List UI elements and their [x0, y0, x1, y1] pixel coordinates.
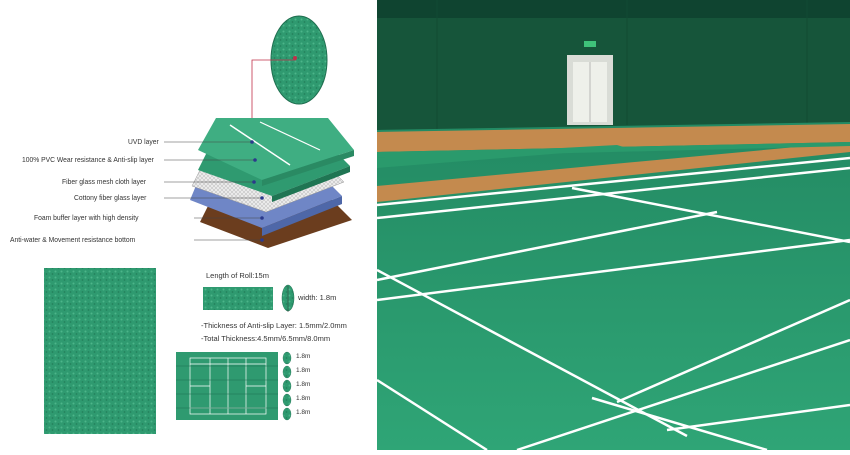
product-spec-panel: UVD layer 100% PVC Wear resistance & Ant… — [0, 0, 377, 450]
wood-border — [377, 124, 850, 152]
door — [567, 41, 613, 125]
layer-label-bottom: Anti-water & Movement resistance bottom — [10, 235, 136, 244]
roll-width-label: width: 1.8m — [298, 293, 337, 302]
strip-width-label: 1.8m — [296, 409, 311, 416]
roll-length-label: Length of Roll:15m — [206, 271, 269, 280]
uvd-layer-shape — [198, 118, 354, 180]
court-photo — [376, 0, 850, 452]
layer-diagram — [44, 15, 354, 434]
strip-width-label: 1.8m — [296, 395, 311, 402]
roll-strip — [203, 287, 273, 310]
thickness-total-label: -Total Thickness:4.5mm/6.5mm/8.0mm — [201, 334, 331, 343]
layer-label-uvd: UVD layer — [128, 137, 159, 146]
layer-label-mesh: Fiber glass mesh cloth layer — [62, 177, 147, 186]
strip-width-label: 1.8m — [296, 381, 311, 388]
court-lines — [376, 156, 850, 452]
strip-width-label: 1.8m — [296, 353, 311, 360]
layer-label-cotton: Cottony fiber glass layer — [74, 193, 147, 202]
layer-label-foam: Foam buffer layer with high density — [34, 213, 139, 222]
strip-width-label: 1.8m — [296, 367, 311, 374]
court-floor — [377, 122, 850, 450]
thickness-antislip-label: -Thickness of Anti-slip Layer: 1.5mm/2.0… — [201, 321, 347, 330]
court-layout-plan — [176, 351, 292, 421]
layer-label-pvc: 100% PVC Wear resistance & Anti-slip lay… — [22, 155, 154, 164]
texture-sample — [44, 268, 156, 434]
back-wall — [377, 0, 850, 135]
